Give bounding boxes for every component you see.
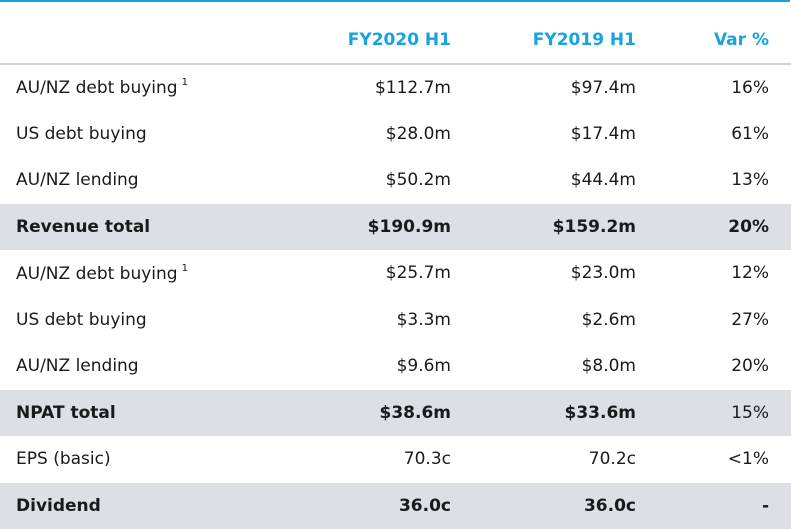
fy2019-value: $33.6m [473,390,658,437]
footnote-marker: 1 [182,77,188,88]
fy2020-value: $112.7m [255,64,473,111]
fy2020-value: $9.6m [255,343,473,390]
fy2020-value: $190.9m [255,204,473,251]
row-label: Dividend [0,483,255,529]
fy2019-value: $97.4m [473,64,658,111]
variance-value: 16% [658,64,791,111]
row-label: Revenue total [0,204,255,251]
variance-value: 12% [658,250,791,297]
header-fy2019-h1: FY2019 H1 [473,16,658,64]
variance-value: 61% [658,111,791,158]
header-label-column [0,16,255,64]
row-label: AU/NZ debt buying 1 [0,64,255,111]
row-label-text: AU/NZ debt buying [16,264,178,284]
fy2019-value: $2.6m [473,297,658,344]
header-fy2020-h1: FY2020 H1 [255,16,473,64]
fy2020-value: $3.3m [255,297,473,344]
fy2020-value: $25.7m [255,250,473,297]
header-row: FY2020 H1 FY2019 H1 Var % [0,16,791,64]
variance-value: 20% [658,343,791,390]
variance-value: 15% [658,390,791,437]
total-row-dividend: Dividend 36.0c 36.0c - [0,483,791,529]
fy2019-value: $44.4m [473,157,658,204]
top-accent-line [0,0,791,10]
results-table: FY2020 H1 FY2019 H1 Var % AU/NZ debt buy… [0,16,791,529]
row-label: EPS (basic) [0,436,255,483]
row-label: US debt buying [0,111,255,158]
table-row: AU/NZ debt buying 1 $112.7m $97.4m 16% [0,64,791,111]
row-label: US debt buying [0,297,255,344]
fy2020-value: $28.0m [255,111,473,158]
row-label: AU/NZ lending [0,343,255,390]
fy2020-value: 36.0c [255,483,473,529]
fy2019-value: 70.2c [473,436,658,483]
table-row: AU/NZ debt buying 1 $25.7m $23.0m 12% [0,250,791,297]
fy2019-value: $17.4m [473,111,658,158]
fy2019-value: $8.0m [473,343,658,390]
variance-value: 13% [658,157,791,204]
table-row: AU/NZ lending $50.2m $44.4m 13% [0,157,791,204]
variance-value: <1% [658,436,791,483]
fy2019-value: $23.0m [473,250,658,297]
variance-value: 20% [658,204,791,251]
total-row-npat: NPAT total $38.6m $33.6m 15% [0,390,791,437]
fy2020-value: $50.2m [255,157,473,204]
table-header: FY2020 H1 FY2019 H1 Var % [0,16,791,64]
table-row: US debt buying $3.3m $2.6m 27% [0,297,791,344]
variance-value: - [658,483,791,529]
row-label-text: AU/NZ debt buying [16,78,178,98]
footnote-marker: 1 [182,263,188,274]
header-var-percent: Var % [658,16,791,64]
fy2020-value: $38.6m [255,390,473,437]
fy2019-value: 36.0c [473,483,658,529]
row-label: NPAT total [0,390,255,437]
fy2020-value: 70.3c [255,436,473,483]
total-row-revenue: Revenue total $190.9m $159.2m 20% [0,204,791,251]
row-label: AU/NZ debt buying 1 [0,250,255,297]
fy2019-value: $159.2m [473,204,658,251]
table-row: EPS (basic) 70.3c 70.2c <1% [0,436,791,483]
variance-value: 27% [658,297,791,344]
row-label: AU/NZ lending [0,157,255,204]
table-row: AU/NZ lending $9.6m $8.0m 20% [0,343,791,390]
table-row: US debt buying $28.0m $17.4m 61% [0,111,791,158]
